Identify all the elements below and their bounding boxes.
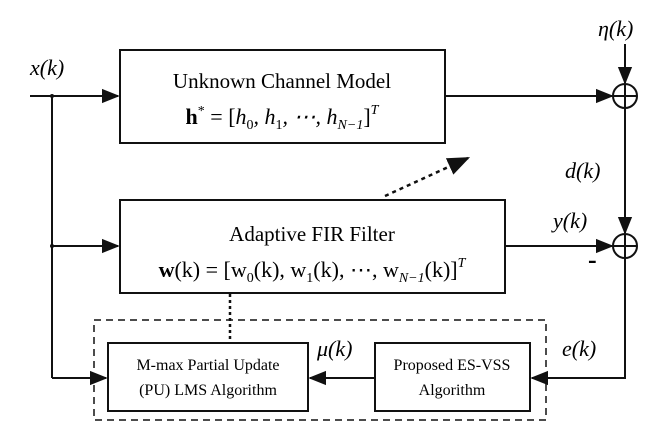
adaptive-filter-equation: w(k) = [w0(k), w1(k), ⋯, wN−1(k)]T bbox=[159, 256, 467, 286]
pu-lms-line1: M-max Partial Update bbox=[136, 357, 279, 374]
minus-sign-label: - bbox=[588, 245, 597, 274]
input-junction-dot bbox=[50, 94, 54, 98]
identification-arrow bbox=[384, 156, 471, 198]
pu-lms-line2: (PU) LMS Algorithm bbox=[139, 382, 277, 399]
unknown-channel-title: Unknown Channel Model bbox=[173, 69, 391, 93]
desired-signal-label: d(k) bbox=[565, 158, 600, 183]
output-signal-label: y(k) bbox=[551, 208, 587, 233]
input-signal-label: x(k) bbox=[29, 55, 64, 80]
noise-signal-label: η(k) bbox=[598, 16, 633, 41]
adaptive-filter-title: Adaptive FIR Filter bbox=[229, 222, 395, 246]
es-vss-line1: Proposed ES-VSS bbox=[394, 357, 511, 374]
error-signal-label: e(k) bbox=[562, 336, 596, 361]
es-vss-block bbox=[374, 342, 531, 412]
es-vss-line2: Algorithm bbox=[419, 382, 486, 399]
pu-lms-block bbox=[107, 342, 309, 412]
step-size-label: μ(k) bbox=[316, 336, 352, 361]
unknown-channel-equation: h* = [h0, h1, ⋯, hN−1]T bbox=[186, 103, 380, 133]
error-line bbox=[530, 258, 626, 386]
filter-junction-dot bbox=[50, 244, 54, 248]
